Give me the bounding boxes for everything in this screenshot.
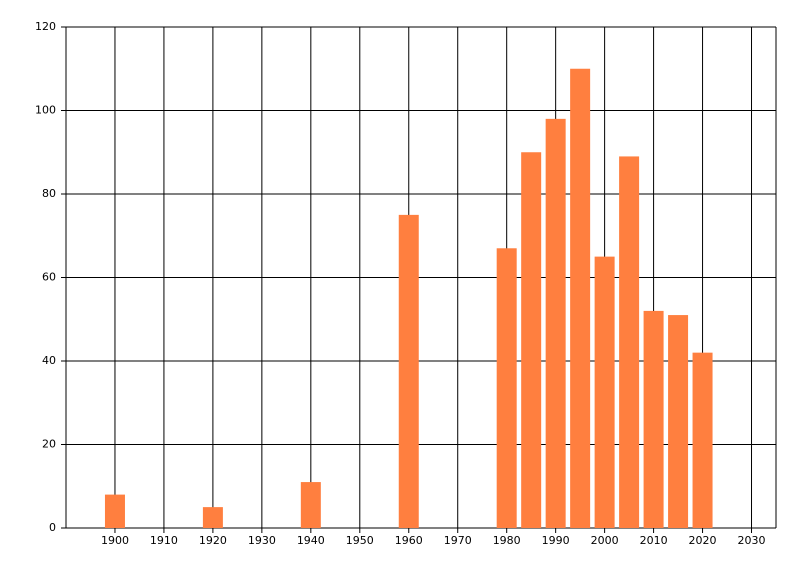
bar [643,310,664,528]
bar [202,507,223,528]
bar [398,214,419,528]
bar [545,118,566,528]
y-tick-label: 80 [42,187,56,200]
x-tick-label: 1980 [493,534,521,547]
bar [594,256,615,528]
bar [300,482,321,528]
bar [692,352,713,528]
y-tick-label: 60 [42,271,56,284]
x-tick-label: 1920 [199,534,227,547]
x-tick-label: 2010 [640,534,668,547]
bar [496,248,517,528]
y-tick-label: 40 [42,354,56,367]
x-tick-label: 1970 [444,534,472,547]
x-tick-label: 1940 [297,534,325,547]
x-tick-label: 1900 [101,534,129,547]
x-tick-label: 1910 [150,534,178,547]
y-tick-label: 0 [49,521,56,534]
bar [521,152,542,528]
x-tick-label: 2030 [738,534,766,547]
x-tick-label: 1960 [395,534,423,547]
bar [619,156,640,529]
x-tick-label: 1930 [248,534,276,547]
bar [570,68,591,528]
y-tick-label: 120 [35,20,56,33]
x-tick-label: 2000 [591,534,619,547]
x-tick-label: 1990 [542,534,570,547]
bar [668,315,689,528]
x-tick-label: 1950 [346,534,374,547]
y-tick-label: 20 [42,438,56,451]
y-tick-label: 100 [35,104,56,117]
bar [104,494,125,528]
x-tick-label: 2020 [689,534,717,547]
